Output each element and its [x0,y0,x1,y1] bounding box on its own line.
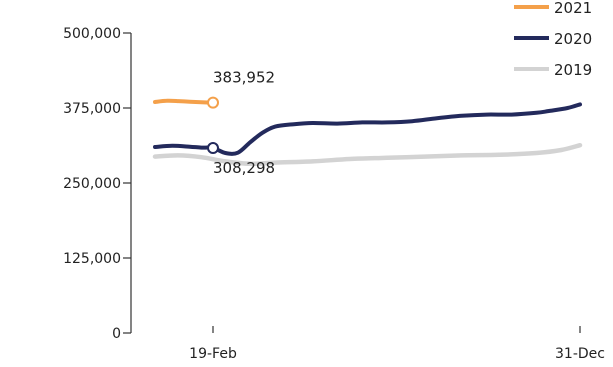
legend-label-2019: 2019 [554,61,592,79]
legend-label-2021: 2021 [554,0,592,17]
y-tick-label: 0 [112,326,121,342]
series-line-2021 [153,98,215,105]
y-tick-label: 250,000 [63,176,121,192]
annotation-label-2021: 383,952 [213,69,275,87]
series-layer [152,98,583,167]
y-tick-label: 125,000 [63,251,121,267]
annotation-layer: 383,952 308,298 [207,69,275,177]
y-tick-label: 375,000 [63,101,121,117]
series-line-2019 [152,142,583,167]
legend-label-2020: 2020 [554,30,592,48]
x-axis: 19-Feb 31-Dec [189,326,605,362]
y-axis: 0 125,000 250,000 375,000 500,000 [63,26,132,342]
x-tick-label: 19-Feb [189,346,237,362]
marker-2021 [207,96,219,109]
y-tick-label: 500,000 [63,26,121,42]
legend: 2021 2020 2019 [514,0,592,79]
x-tick-label: 31-Dec [555,346,605,362]
annotation-label-2020: 308,298 [213,159,275,177]
marker-2020 [207,142,219,155]
